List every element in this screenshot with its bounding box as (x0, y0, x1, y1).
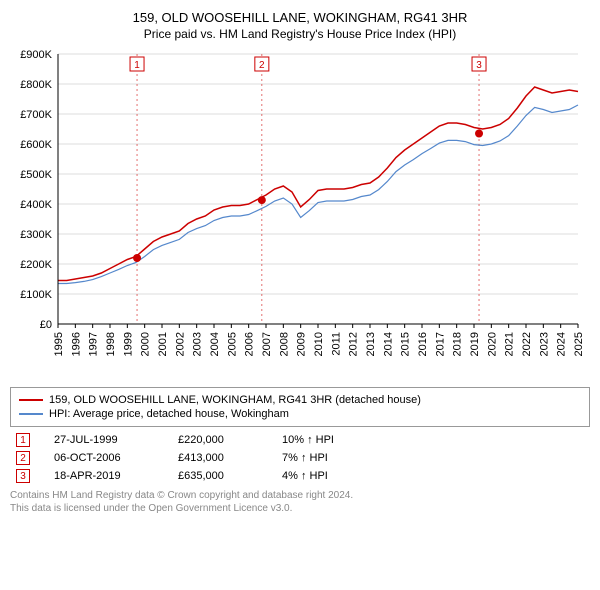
sales-table-row: 1 27-JUL-1999 £220,000 10% ↑ HPI (10, 433, 590, 447)
sale-price: £635,000 (178, 470, 258, 482)
chart-subtitle: Price paid vs. HM Land Registry's House … (8, 27, 592, 41)
legend-swatch (19, 399, 43, 401)
svg-text:2023: 2023 (538, 332, 550, 356)
sales-table: 1 27-JUL-1999 £220,000 10% ↑ HPI 2 06-OCT-200… (10, 433, 590, 483)
svg-text:2015: 2015 (400, 332, 412, 356)
svg-text:£900K: £900K (20, 49, 52, 61)
sale-hpi-delta: 7% ↑ HPI (282, 452, 362, 464)
svg-text:2013: 2013 (365, 332, 377, 356)
legend-label: 159, OLD WOOSEHILL LANE, WOKINGHAM, RG41… (49, 394, 421, 406)
attribution-line1: Contains HM Land Registry data © Crown c… (10, 489, 590, 502)
svg-text:£100K: £100K (20, 289, 52, 301)
svg-text:£200K: £200K (20, 259, 52, 271)
svg-text:2012: 2012 (348, 332, 360, 356)
svg-text:2004: 2004 (209, 332, 221, 356)
svg-text:1997: 1997 (88, 332, 100, 356)
legend-swatch (19, 413, 43, 415)
sale-date: 18-APR-2019 (54, 470, 154, 482)
svg-text:2003: 2003 (192, 332, 204, 356)
svg-text:2: 2 (259, 60, 265, 71)
svg-text:2010: 2010 (313, 332, 325, 356)
sale-price: £413,000 (178, 452, 258, 464)
svg-text:2011: 2011 (330, 332, 342, 356)
svg-text:2006: 2006 (244, 332, 256, 356)
svg-text:£0: £0 (40, 319, 52, 331)
svg-text:£500K: £500K (20, 169, 52, 181)
svg-text:1998: 1998 (105, 332, 117, 356)
svg-text:2002: 2002 (174, 332, 186, 356)
svg-text:1: 1 (134, 60, 140, 71)
sale-marker-badge: 3 (16, 469, 30, 483)
svg-text:2007: 2007 (261, 332, 273, 356)
sale-marker-badge: 1 (16, 433, 30, 447)
legend-row: 159, OLD WOOSEHILL LANE, WOKINGHAM, RG41… (19, 394, 581, 406)
svg-text:1996: 1996 (70, 332, 82, 356)
svg-text:2019: 2019 (469, 332, 481, 356)
svg-text:3: 3 (476, 60, 482, 71)
sale-date: 06-OCT-2006 (54, 452, 154, 464)
svg-text:£800K: £800K (20, 79, 52, 91)
svg-text:2025: 2025 (573, 332, 585, 356)
svg-text:2022: 2022 (521, 332, 533, 356)
legend: 159, OLD WOOSEHILL LANE, WOKINGHAM, RG41… (10, 387, 590, 427)
sales-table-row: 3 18-APR-2019 £635,000 4% ↑ HPI (10, 469, 590, 483)
svg-text:2017: 2017 (434, 332, 446, 356)
legend-row: HPI: Average price, detached house, Woki… (19, 408, 581, 420)
svg-text:2016: 2016 (417, 332, 429, 356)
svg-text:2001: 2001 (157, 332, 169, 356)
svg-text:£400K: £400K (20, 199, 52, 211)
svg-text:£700K: £700K (20, 109, 52, 121)
svg-text:2008: 2008 (278, 332, 290, 356)
chart-title: 159, OLD WOOSEHILL LANE, WOKINGHAM, RG41… (8, 10, 592, 25)
svg-text:2024: 2024 (556, 332, 568, 356)
svg-text:2021: 2021 (504, 332, 516, 356)
legend-label: HPI: Average price, detached house, Woki… (49, 408, 289, 420)
svg-text:2005: 2005 (226, 332, 238, 356)
sale-date: 27-JUL-1999 (54, 434, 154, 446)
svg-text:2020: 2020 (486, 332, 498, 356)
svg-text:2014: 2014 (382, 332, 394, 356)
svg-text:£600K: £600K (20, 139, 52, 151)
sale-hpi-delta: 4% ↑ HPI (282, 470, 362, 482)
chart-area: £0 £100K £200K £300K £400K £500K £600K £700K £80… (8, 49, 592, 379)
svg-text:2009: 2009 (296, 332, 308, 356)
svg-text:2000: 2000 (140, 332, 152, 356)
svg-text:2018: 2018 (452, 332, 464, 356)
sale-marker-badge: 2 (16, 451, 30, 465)
attribution-line2: This data is licensed under the Open Gov… (10, 502, 590, 515)
sale-price: £220,000 (178, 434, 258, 446)
attribution: Contains HM Land Registry data © Crown c… (10, 489, 590, 515)
sale-hpi-delta: 10% ↑ HPI (282, 434, 362, 446)
sales-table-row: 2 06-OCT-2006 £413,000 7% ↑ HPI (10, 451, 590, 465)
svg-text:1995: 1995 (53, 332, 65, 356)
line-chart-svg: £0 £100K £200K £300K £400K £500K £600K £700K £80… (8, 49, 588, 379)
svg-text:1999: 1999 (122, 332, 134, 356)
svg-text:£300K: £300K (20, 229, 52, 241)
